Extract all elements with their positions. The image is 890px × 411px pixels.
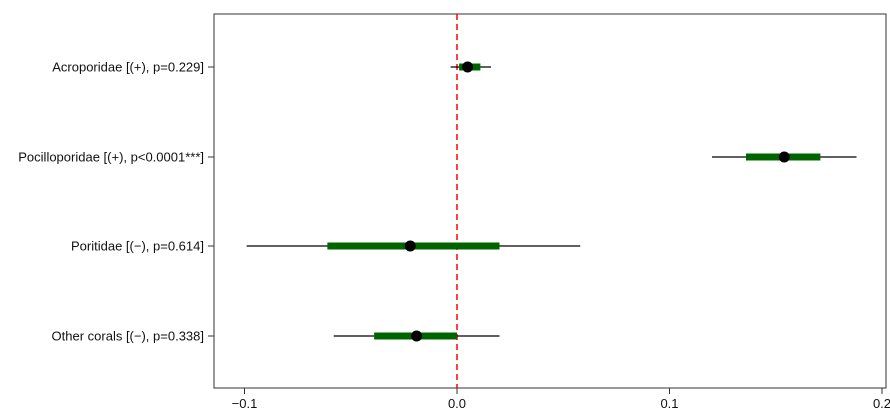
- row-1: Pocilloporidae [(+), p<0.0001***]: [18, 150, 857, 165]
- point-estimate: [404, 240, 416, 252]
- row-label: Poritidae [(−), p=0.614]: [71, 239, 204, 254]
- row-2: Poritidae [(−), p=0.614]: [71, 239, 581, 254]
- x-tick-label: −0.1: [232, 396, 258, 411]
- x-tick-label: 0.0: [448, 396, 466, 411]
- point-estimate: [411, 330, 423, 342]
- x-axis-ticks: −0.1 0.0 0.1 0.2: [232, 388, 890, 411]
- row-label: Acroporidae [(+), p=0.229]: [52, 60, 204, 75]
- x-tick-label: 0.1: [660, 396, 678, 411]
- row-label: Pocilloporidae [(+), p<0.0001***]: [18, 150, 204, 165]
- point-estimate: [462, 61, 474, 73]
- row-0: Acroporidae [(+), p=0.229]: [52, 60, 491, 75]
- rows-layer: Acroporidae [(+), p=0.229] Pocilloporidae…: [18, 60, 857, 344]
- plot-frame: [213, 13, 887, 389]
- x-tick-label: 0.2: [873, 396, 890, 411]
- row-label: Other corals [(−), p=0.338]: [52, 329, 204, 344]
- point-estimate: [778, 151, 790, 163]
- row-3: Other corals [(−), p=0.338]: [52, 329, 500, 344]
